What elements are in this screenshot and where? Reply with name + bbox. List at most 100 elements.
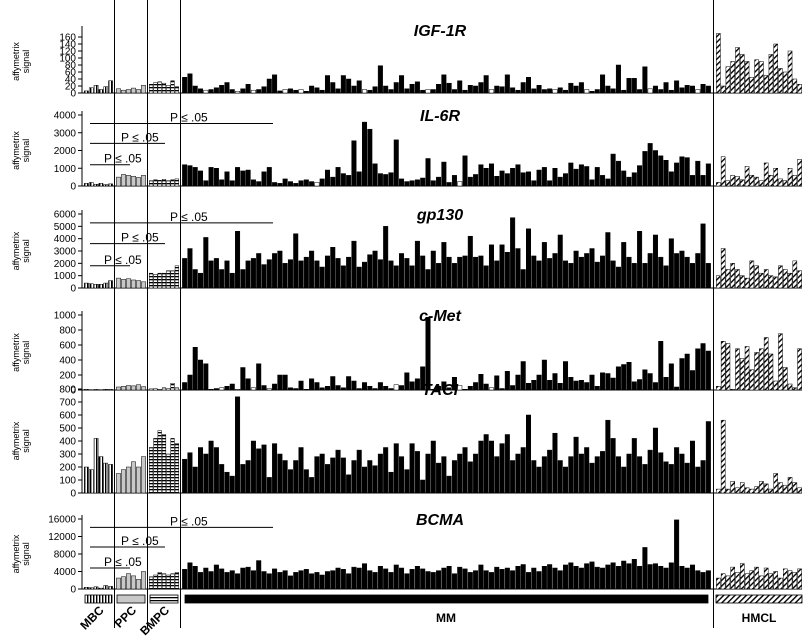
bar-mm bbox=[282, 570, 288, 590]
bar-mm bbox=[584, 382, 590, 391]
bar-hmcl bbox=[730, 263, 736, 289]
bar-mm bbox=[314, 572, 320, 590]
bar-mbc bbox=[103, 462, 109, 494]
bar-mm bbox=[319, 574, 325, 590]
bar-hmcl bbox=[759, 348, 764, 391]
bar-mm bbox=[674, 162, 680, 187]
bar-mm bbox=[192, 167, 198, 187]
bar-mm bbox=[621, 560, 627, 590]
bar-mm bbox=[240, 567, 246, 590]
bar-mm bbox=[261, 571, 267, 590]
bar-mm bbox=[705, 263, 711, 289]
bar-mm bbox=[462, 155, 468, 187]
bar-mm bbox=[409, 265, 415, 289]
bar-mm bbox=[393, 265, 399, 289]
bar-mm bbox=[510, 385, 516, 391]
bar-mbc bbox=[98, 389, 104, 391]
bar-mm bbox=[224, 82, 230, 94]
bar-mm bbox=[584, 563, 590, 590]
bar-mm bbox=[356, 567, 362, 590]
bar-mm bbox=[462, 255, 468, 289]
bar-mm bbox=[483, 75, 489, 94]
bar-mm bbox=[240, 367, 246, 391]
bar-mm bbox=[377, 453, 383, 494]
bar-mm bbox=[319, 387, 325, 391]
bar-mm bbox=[192, 466, 198, 494]
bar-hmcl bbox=[763, 567, 769, 590]
bar-ppc bbox=[131, 575, 136, 590]
bar-mm bbox=[520, 564, 526, 590]
bar-hmcl bbox=[744, 573, 750, 590]
bar-mm bbox=[436, 176, 442, 187]
bar-mm bbox=[383, 386, 389, 391]
bar-hmcl bbox=[763, 75, 769, 94]
bar-bmpc bbox=[149, 180, 154, 187]
bar-mm bbox=[250, 258, 256, 289]
bar-mm bbox=[589, 179, 595, 187]
bar-hmcl bbox=[749, 260, 755, 289]
bar-mm bbox=[346, 78, 352, 94]
bar-hmcl bbox=[773, 276, 779, 289]
bar-mm bbox=[642, 151, 648, 187]
bar-mm bbox=[340, 569, 346, 590]
bar-mm bbox=[594, 456, 600, 494]
bar-mm bbox=[208, 260, 214, 289]
bar-mm bbox=[689, 440, 695, 494]
bar-mm bbox=[335, 88, 341, 94]
bar-mm bbox=[414, 81, 420, 94]
bar-mm bbox=[663, 567, 669, 590]
bar-mm bbox=[425, 269, 431, 289]
y-tick-label: 6000 bbox=[54, 210, 77, 221]
bar-mm bbox=[483, 383, 489, 391]
bar-mm bbox=[287, 88, 293, 94]
bar-mm bbox=[531, 88, 537, 94]
bar-mm bbox=[399, 75, 405, 94]
bar-hmcl bbox=[759, 180, 764, 187]
bar-hmcl bbox=[740, 179, 745, 187]
bar-mm bbox=[504, 371, 510, 391]
bar-mm bbox=[499, 569, 505, 590]
bar-bmpc bbox=[174, 443, 179, 494]
bar-mm bbox=[256, 181, 262, 187]
bar-mm bbox=[245, 84, 251, 94]
bar-mm bbox=[208, 571, 214, 590]
bar-mm bbox=[658, 566, 664, 590]
bar-mm bbox=[626, 256, 632, 289]
bar-mm bbox=[256, 253, 262, 289]
bar-hmcl bbox=[792, 260, 798, 289]
bar-mm bbox=[208, 89, 214, 94]
bar-mm bbox=[637, 89, 643, 94]
bar-mm bbox=[515, 248, 521, 289]
bar-mm bbox=[414, 179, 420, 187]
bar-mbc bbox=[93, 284, 99, 289]
bar-mm bbox=[351, 566, 357, 590]
bar-mm bbox=[261, 385, 267, 391]
bar-mm bbox=[642, 66, 648, 94]
bar-mm bbox=[483, 265, 489, 289]
bar-ppc bbox=[136, 280, 141, 289]
bar-mm bbox=[224, 572, 230, 590]
bar-bmpc bbox=[149, 447, 154, 494]
bar-mm bbox=[383, 568, 389, 590]
bar-mm bbox=[182, 258, 188, 289]
bar-mm bbox=[467, 85, 473, 94]
bar-mm bbox=[229, 383, 235, 391]
bar-hmcl bbox=[730, 566, 736, 590]
bar-mm bbox=[700, 223, 706, 289]
bar-mm bbox=[388, 471, 394, 494]
bar-mm bbox=[293, 233, 299, 289]
bar-mm bbox=[594, 566, 600, 590]
bar-mm bbox=[293, 572, 299, 590]
bar-mbc bbox=[98, 456, 104, 494]
bar-mm bbox=[203, 567, 209, 590]
bar-ppc bbox=[136, 579, 141, 590]
bar-mm bbox=[372, 465, 378, 494]
bar-mm bbox=[430, 89, 436, 94]
bar-mm bbox=[219, 179, 225, 187]
bar-mm bbox=[182, 382, 188, 391]
bar-mm bbox=[346, 573, 352, 590]
bar-mm bbox=[563, 361, 569, 391]
bar-mm bbox=[187, 73, 193, 94]
bar-mm bbox=[568, 82, 574, 94]
bar-mm bbox=[272, 443, 278, 494]
